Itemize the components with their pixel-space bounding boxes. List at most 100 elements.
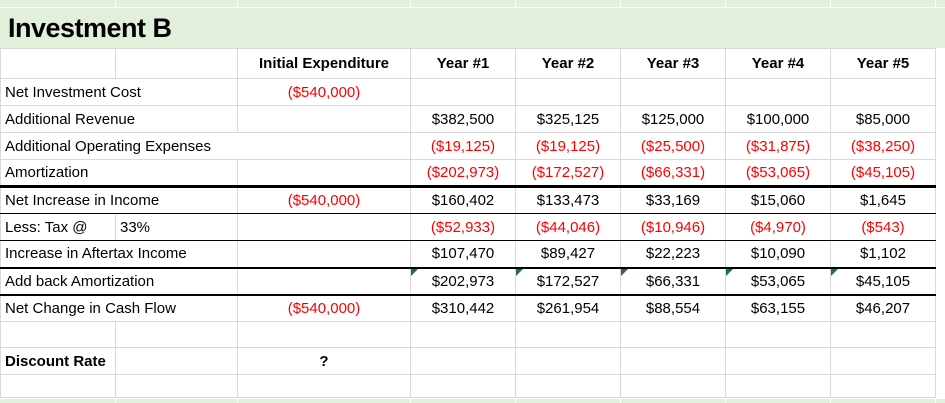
row-label-cell[interactable]: Discount Rate — [0, 347, 116, 375]
table-row — [0, 321, 936, 348]
year-3-value-cell[interactable] — [620, 374, 726, 398]
year-5-value-cell[interactable]: ($38,250) — [830, 132, 936, 160]
year-5-value-cell[interactable] — [830, 78, 936, 106]
column-header-year-3[interactable]: Year #3 — [620, 48, 726, 79]
year-2-value-cell[interactable]: ($19,125) — [515, 132, 621, 160]
year-3-value-cell[interactable]: ($66,331) — [620, 159, 726, 188]
year-1-value-cell[interactable]: $160,402 — [410, 186, 516, 214]
column-header-year-1[interactable]: Year #1 — [410, 48, 516, 79]
row-label-cell[interactable]: Amortization — [0, 159, 238, 188]
year-4-value-cell[interactable]: ($53,065) — [725, 159, 831, 188]
year-4-value-cell[interactable]: ($4,970) — [725, 213, 831, 241]
year-4-value-cell[interactable]: $63,155 — [725, 294, 831, 322]
year-2-value-cell[interactable]: ($44,046) — [515, 213, 621, 241]
year-5-value-cell[interactable]: ($45,105) — [830, 159, 936, 188]
year-1-value-cell[interactable]: $310,442 — [410, 294, 516, 322]
year-5-value-cell[interactable]: ($543) — [830, 213, 936, 241]
column-gridline — [935, 399, 936, 403]
table-row: Amortization ($202,973) ($172,527) ($66,331… — [0, 159, 936, 188]
row-label-cell[interactable]: Add back Amortization — [0, 267, 238, 296]
year-1-value-cell[interactable]: ($52,933) — [410, 213, 516, 241]
year-3-value-cell[interactable]: $66,331 — [620, 267, 726, 296]
row-label-cell[interactable] — [0, 374, 116, 398]
year-4-value-cell[interactable]: $100,000 — [725, 105, 831, 133]
year-2-value-cell[interactable]: $172,527 — [515, 267, 621, 296]
year-3-value-cell[interactable]: $125,000 — [620, 105, 726, 133]
header-cell-empty-b[interactable] — [115, 48, 238, 79]
year-4-value-cell[interactable]: $10,090 — [725, 240, 831, 269]
row-label-cell[interactable]: Additional Revenue — [0, 105, 238, 133]
column-header-year-5[interactable]: Year #5 — [830, 48, 936, 79]
row-sublabel-cell[interactable] — [115, 347, 238, 375]
year-5-value-cell[interactable] — [830, 321, 936, 348]
initial-expenditure-cell[interactable]: ($540,000) — [237, 294, 411, 322]
year-3-value-cell[interactable]: $22,223 — [620, 240, 726, 269]
initial-expenditure-cell[interactable] — [237, 105, 411, 133]
header-cell-empty-a[interactable] — [0, 48, 116, 79]
year-3-value-cell[interactable]: ($10,946) — [620, 213, 726, 241]
year-1-value-cell[interactable] — [410, 374, 516, 398]
year-2-value-cell[interactable] — [515, 374, 621, 398]
year-1-value-cell[interactable]: ($19,125) — [410, 132, 516, 160]
row-sublabel-cell[interactable] — [115, 374, 238, 398]
year-3-value-cell[interactable] — [620, 321, 726, 348]
initial-expenditure-cell[interactable] — [237, 374, 411, 398]
year-2-value-cell[interactable] — [515, 347, 621, 375]
initial-expenditure-cell[interactable] — [237, 213, 411, 241]
initial-expenditure-cell[interactable]: ? — [237, 347, 411, 375]
row-label-cell[interactable]: Less: Tax @ — [0, 213, 116, 241]
row-label-cell[interactable]: Net Increase in Income — [0, 186, 238, 214]
initial-expenditure-cell[interactable]: ($540,000) — [237, 186, 411, 214]
year-1-value-cell[interactable]: ($202,973) — [410, 159, 516, 188]
top-row-strip — [0, 0, 945, 8]
column-header-initial-expenditure[interactable]: Initial Expenditure — [237, 48, 411, 79]
year-3-value-cell[interactable] — [620, 78, 726, 106]
year-2-value-cell[interactable]: $89,427 — [515, 240, 621, 269]
initial-expenditure-cell[interactable] — [237, 240, 411, 269]
year-5-value-cell[interactable]: $1,645 — [830, 186, 936, 214]
year-1-value-cell[interactable] — [410, 321, 516, 348]
row-sublabel-cell[interactable]: 33% — [115, 213, 238, 241]
initial-expenditure-cell[interactable] — [237, 159, 411, 188]
row-label-cell[interactable] — [0, 321, 116, 348]
year-1-value-cell[interactable]: $202,973 — [410, 267, 516, 296]
year-2-value-cell[interactable]: $261,954 — [515, 294, 621, 322]
initial-expenditure-cell[interactable] — [237, 321, 411, 348]
year-5-value-cell[interactable] — [830, 374, 936, 398]
year-4-value-cell[interactable]: $15,060 — [725, 186, 831, 214]
year-4-value-cell[interactable]: $53,065 — [725, 267, 831, 296]
year-5-value-cell[interactable]: $85,000 — [830, 105, 936, 133]
year-5-value-cell[interactable]: $46,207 — [830, 294, 936, 322]
year-1-value-cell[interactable]: $107,470 — [410, 240, 516, 269]
year-5-value-cell[interactable]: $45,105 — [830, 267, 936, 296]
row-sublabel-cell[interactable] — [115, 321, 238, 348]
year-2-value-cell[interactable]: ($172,527) — [515, 159, 621, 188]
year-3-value-cell[interactable]: $88,554 — [620, 294, 726, 322]
year-4-value-cell[interactable] — [725, 321, 831, 348]
row-label-cell[interactable]: Additional Operating Expenses — [0, 132, 411, 160]
year-3-value-cell[interactable] — [620, 347, 726, 375]
column-header-year-2[interactable]: Year #2 — [515, 48, 621, 79]
year-4-value-cell[interactable] — [725, 374, 831, 398]
year-3-value-cell[interactable]: ($25,500) — [620, 132, 726, 160]
year-2-value-cell[interactable]: $325,125 — [515, 105, 621, 133]
row-label-cell[interactable]: Increase in Aftertax Income — [0, 240, 238, 269]
year-4-value-cell[interactable] — [725, 347, 831, 375]
year-2-value-cell[interactable] — [515, 321, 621, 348]
year-2-value-cell[interactable]: $133,473 — [515, 186, 621, 214]
year-2-value-cell[interactable] — [515, 78, 621, 106]
year-4-value-cell[interactable]: ($31,875) — [725, 132, 831, 160]
year-5-value-cell[interactable] — [830, 347, 936, 375]
column-header-year-4[interactable]: Year #4 — [725, 48, 831, 79]
initial-expenditure-cell[interactable] — [237, 267, 411, 296]
table-row — [0, 374, 936, 398]
row-label-cell[interactable]: Net Change in Cash Flow — [0, 294, 238, 322]
year-1-value-cell[interactable] — [410, 347, 516, 375]
year-1-value-cell[interactable]: $382,500 — [410, 105, 516, 133]
initial-expenditure-cell[interactable]: ($540,000) — [237, 78, 411, 106]
year-4-value-cell[interactable] — [725, 78, 831, 106]
year-1-value-cell[interactable] — [410, 78, 516, 106]
year-5-value-cell[interactable]: $1,102 — [830, 240, 936, 269]
year-3-value-cell[interactable]: $33,169 — [620, 186, 726, 214]
row-label-cell[interactable]: Net Investment Cost — [0, 78, 238, 106]
